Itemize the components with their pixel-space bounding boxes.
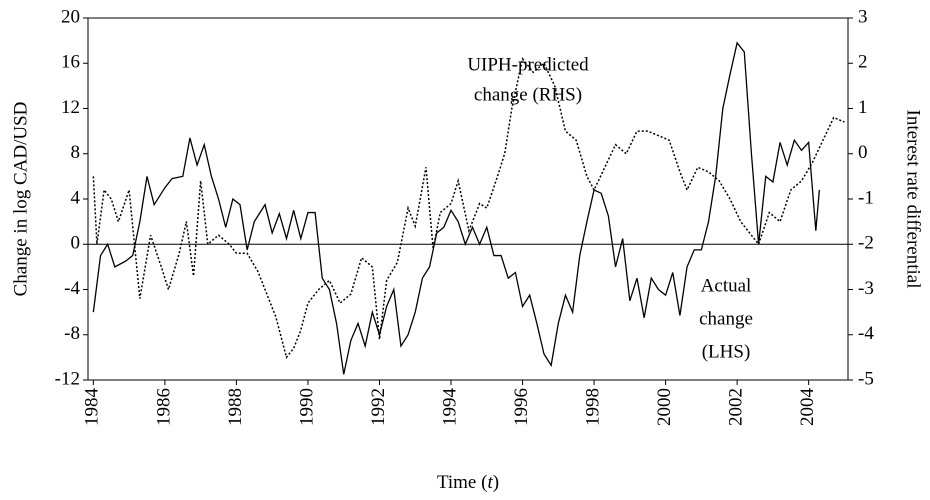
y2-axis-label: Interest rate differential — [903, 110, 924, 289]
x-axis-label: Time (t) — [437, 472, 499, 493]
annotation: Actual — [701, 275, 752, 296]
x-tick-label: 1996 — [511, 388, 532, 426]
y-tick-label: 4 — [71, 187, 81, 208]
y-tick-label: 16 — [61, 52, 80, 73]
y2-tick-label: 2 — [858, 52, 868, 73]
y-tick-label: -8 — [64, 323, 80, 344]
x-tick-label: 1998 — [582, 388, 603, 426]
series-line — [92, 57, 845, 360]
x-tick-label: 2004 — [797, 388, 818, 427]
y2-tick-label: -3 — [858, 278, 874, 299]
y2-tick-label: -5 — [858, 368, 874, 389]
y-axis-label: Change in log CAD/USD — [10, 102, 31, 297]
annotation: change (RHS) — [474, 84, 582, 105]
y2-tick-label: -2 — [858, 233, 874, 254]
y-tick-label: 20 — [61, 6, 80, 27]
y2-tick-label: 0 — [858, 142, 868, 163]
x-tick-label: 1988 — [225, 388, 246, 426]
y2-tick-label: 1 — [858, 97, 868, 118]
y-tick-label: 12 — [61, 97, 80, 118]
x-tick-label: 1984 — [82, 388, 103, 427]
annotation: change — [699, 308, 753, 329]
x-tick-label: 2000 — [654, 388, 675, 426]
series-line — [92, 41, 821, 375]
y-tick-label: 0 — [71, 233, 81, 254]
y-tick-label: 8 — [71, 142, 81, 163]
y2-tick-label: -1 — [858, 187, 874, 208]
y2-tick-label: 3 — [858, 6, 868, 27]
x-tick-label: 1990 — [296, 388, 317, 426]
annotation: UIPH-predicted — [467, 54, 589, 75]
y-tick-label: -4 — [64, 278, 80, 299]
x-tick-label: 2002 — [725, 388, 746, 426]
y-tick-label: -12 — [55, 368, 80, 389]
x-tick-label: 1994 — [439, 388, 460, 427]
annotation: (LHS) — [702, 341, 751, 362]
x-tick-label: 1986 — [153, 388, 174, 426]
y2-tick-label: -4 — [858, 323, 874, 344]
x-tick-label: 1992 — [368, 388, 389, 426]
